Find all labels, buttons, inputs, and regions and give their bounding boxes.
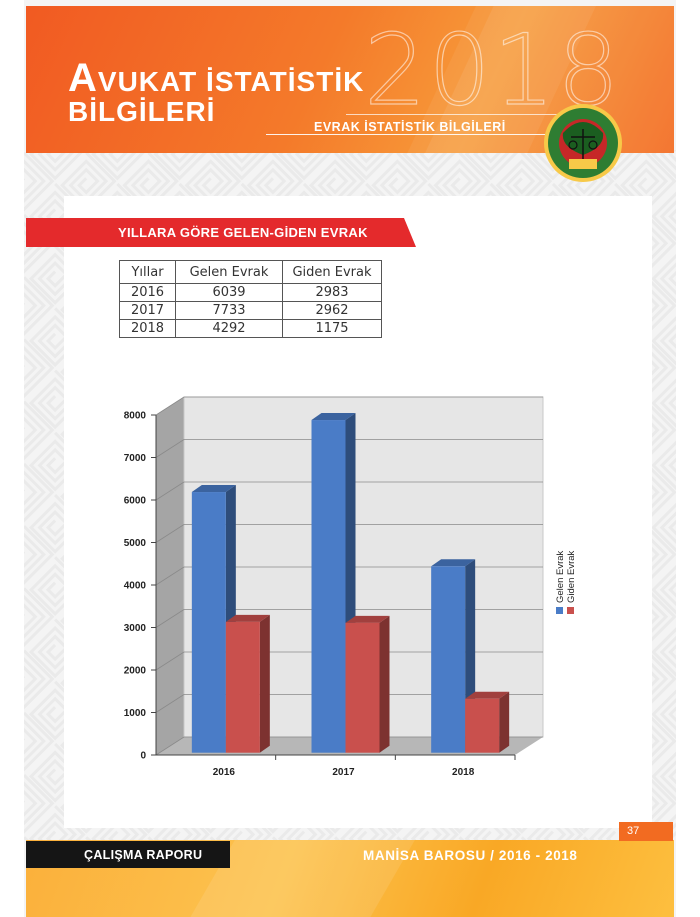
- title-rest: VUKAT İSTATİSTİK: [97, 66, 365, 97]
- gridline: [155, 439, 185, 458]
- year-watermark: 2018: [363, 14, 622, 128]
- section-ribbon: [26, 218, 416, 247]
- table-cell: 4292: [175, 319, 283, 338]
- y-tick-label: 7000: [124, 453, 147, 464]
- table-header: Gelen Evrak: [175, 260, 283, 284]
- table-row: 2016 6039 2983: [119, 283, 382, 302]
- section-title: YILLARA GÖRE GELEN-GİDEN EVRAK: [118, 225, 368, 240]
- y-tick-label: 4000: [124, 581, 147, 592]
- table-header: Yıllar: [119, 260, 176, 284]
- gridline: [155, 609, 185, 628]
- table-header-row: Yıllar Gelen Evrak Giden Evrak: [119, 260, 382, 284]
- x-tick-label: 2017: [332, 767, 355, 778]
- bar-side: [499, 691, 510, 753]
- gridline: [155, 481, 185, 501]
- x-tick-label: 2018: [452, 767, 475, 778]
- footer-label-box: [26, 841, 230, 868]
- bar-association-logo: [544, 104, 622, 182]
- table-cell: 7733: [175, 301, 283, 320]
- evrak-table: Yıllar Gelen Evrak Giden Evrak 2016 6039…: [119, 260, 382, 338]
- y-tick-label: 2000: [124, 666, 147, 677]
- page-title-line2: BİLGİLERİ: [68, 96, 216, 127]
- gridline: [155, 736, 185, 756]
- table-row: 2017 7733 2962: [119, 301, 382, 320]
- table-cell: 2983: [282, 283, 382, 302]
- footer-organization: MANİSA BAROSU / 2016 - 2018: [363, 848, 578, 863]
- gridline: [155, 524, 185, 543]
- table-cell: 2962: [282, 301, 382, 320]
- y-tick-label: 6000: [124, 496, 147, 507]
- bar-gelen-evrak: [311, 420, 346, 753]
- bar-gelen-evrak: [431, 566, 466, 753]
- bar-side: [379, 615, 390, 753]
- y-tick-label: 3000: [124, 623, 147, 634]
- table-cell: 2017: [119, 301, 176, 320]
- table-cell: 6039: [175, 283, 283, 302]
- bar-giden-evrak: [225, 621, 260, 753]
- gridline: [155, 651, 185, 671]
- bar-gelen-evrak: [191, 492, 226, 753]
- evrak-bar-chart: 0 1000 2000 3000 4000 5000 6000 7000 8000 2016 201…: [124, 396, 577, 778]
- y-tick-label: 1000: [124, 708, 147, 719]
- header-rule: [346, 114, 566, 115]
- gridline: [155, 396, 185, 416]
- table-header: Giden Evrak: [282, 260, 382, 284]
- bar-giden-evrak: [465, 698, 500, 753]
- y-tick-label: 8000: [124, 411, 147, 422]
- bar-top: [431, 559, 476, 567]
- bar-top: [465, 691, 510, 699]
- legend-swatch: [567, 607, 574, 614]
- table-cell: 2016: [119, 283, 176, 302]
- header-subtitle: EVRAK İSTATİSTİK BİLGİLERİ: [314, 120, 506, 134]
- y-tick-label: 0: [140, 751, 146, 762]
- footer-report-label: ÇALIŞMA RAPORU: [84, 848, 203, 862]
- legend-label: Giden Evrak: [566, 550, 577, 603]
- table-row: 2018 4292 1175: [119, 319, 382, 338]
- table-cell: 1175: [282, 319, 382, 338]
- legend-label: Gelen Evrak: [555, 550, 566, 603]
- title-initial: A: [68, 56, 98, 100]
- bar-top: [311, 413, 356, 421]
- bar-giden-evrak: [345, 622, 380, 753]
- bar-top: [225, 614, 270, 622]
- page-title: AVUKAT İSTATİSTİK: [68, 58, 364, 98]
- bar-top: [345, 615, 390, 623]
- y-tick-label: 5000: [124, 538, 147, 549]
- gridline: [155, 566, 185, 586]
- gridline: [155, 694, 185, 713]
- header-rule: [266, 134, 576, 135]
- page-number: 37: [619, 822, 673, 841]
- x-tick-label: 2016: [213, 767, 236, 778]
- legend-swatch: [556, 607, 563, 614]
- bar-side: [259, 614, 270, 753]
- bar-top: [191, 485, 236, 493]
- table-cell: 2018: [119, 319, 176, 338]
